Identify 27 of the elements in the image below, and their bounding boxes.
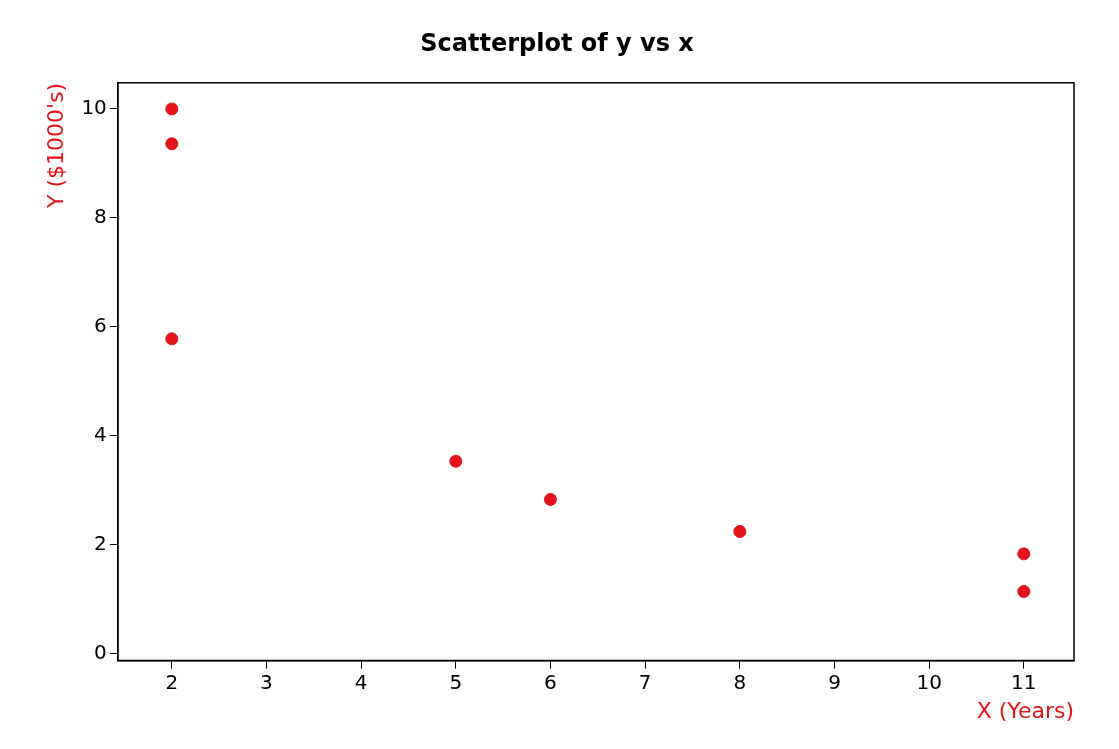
point	[543, 492, 557, 506]
x-tick-label: 11	[1011, 669, 1037, 694]
y-tick-label: 0	[94, 639, 107, 664]
x-tick-label: 5	[449, 669, 463, 694]
x-tick-label: 2	[165, 669, 179, 694]
chart-title: Scatterplot of y vs x	[420, 28, 695, 57]
point	[165, 332, 179, 346]
x-axis-title: X (Years)	[976, 697, 1074, 723]
y-tick-label: 2	[94, 530, 107, 555]
y-tick-label: 10	[81, 95, 107, 120]
y-tick-label: 4	[94, 421, 107, 446]
x-tick-label: 6	[544, 669, 557, 694]
y-axis-title: Y ($1000's)	[42, 82, 68, 209]
point	[733, 525, 747, 539]
point	[1017, 584, 1031, 598]
x-tick-label: 4	[354, 669, 368, 694]
y-tick-label: 8	[94, 204, 107, 229]
x-tick-label: 7	[638, 669, 652, 694]
x-tick-label: 10	[916, 669, 942, 694]
x-tick-label: 3	[260, 669, 273, 694]
point	[1017, 547, 1031, 561]
point	[165, 102, 179, 116]
y-tick-label: 6	[94, 312, 107, 337]
point	[165, 137, 179, 151]
x-tick-label: 8	[733, 669, 747, 694]
point	[449, 454, 463, 468]
x-tick-label: 9	[828, 669, 841, 694]
